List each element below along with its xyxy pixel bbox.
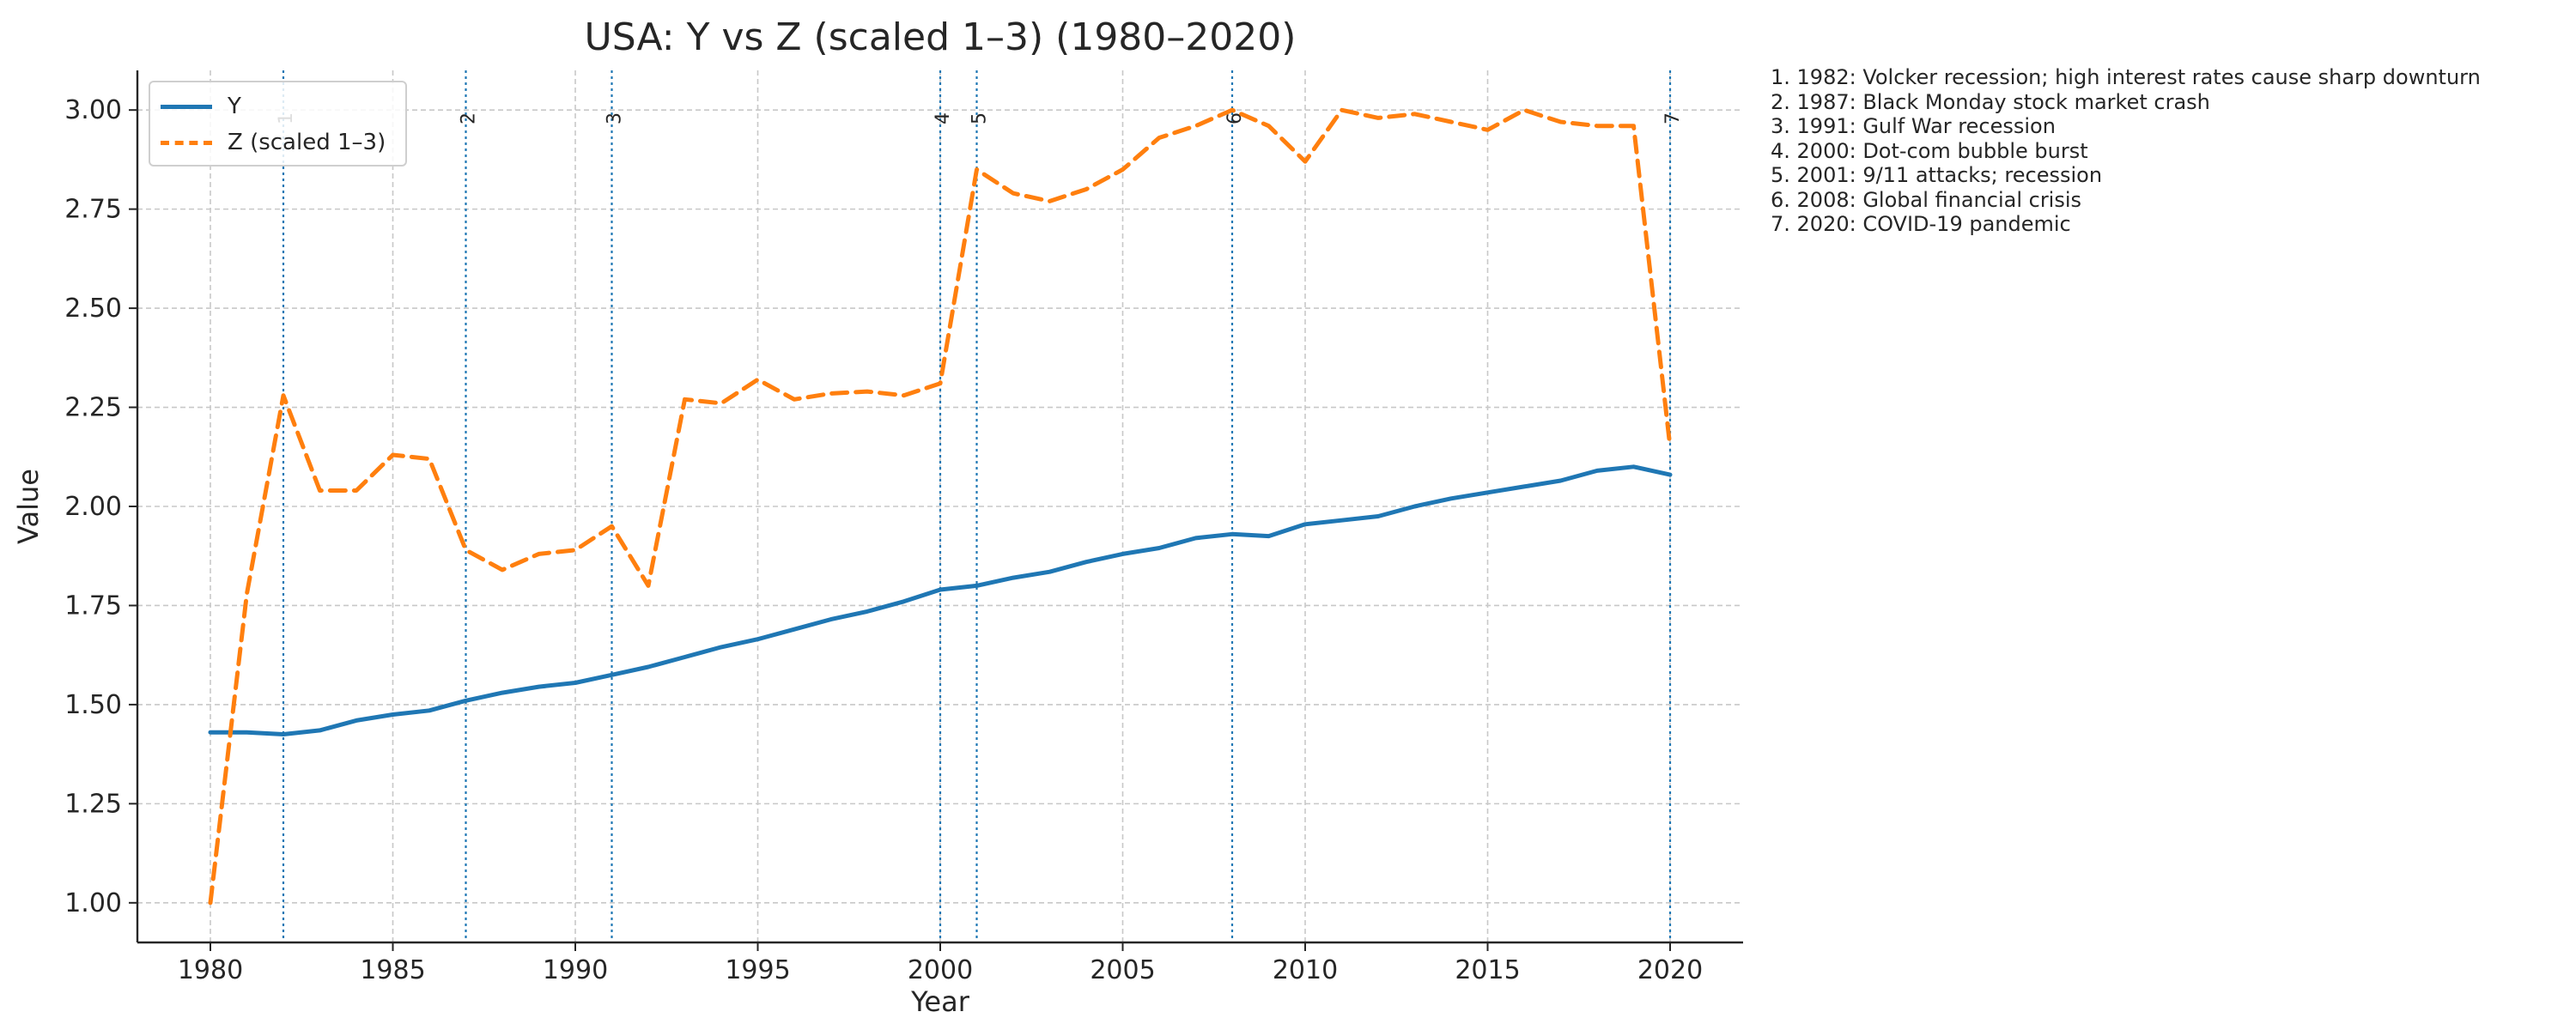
x-tick-label: 1990 — [543, 955, 608, 985]
x-tick-label: 2015 — [1455, 955, 1520, 985]
y-tick-label: 1.75 — [64, 591, 122, 621]
event-note: 7. 2020: COVID-19 pandemic — [1771, 212, 2071, 236]
event-number: 3 — [605, 112, 626, 124]
chart-title: USA: Y vs Z (scaled 1–3) (1980–2020) — [584, 15, 1297, 59]
y-tick-label: 3.00 — [64, 95, 122, 125]
legend-label-y: Y — [228, 94, 241, 119]
legend-swatch-y — [161, 104, 212, 109]
event-number: 7 — [1662, 112, 1684, 124]
y-axis-label: Value — [12, 469, 45, 544]
series-line-z — [208, 107, 1673, 906]
event-notes: 1. 1982: Volcker recession; high interes… — [1771, 65, 2481, 237]
y-tick-label: 1.00 — [64, 888, 122, 918]
event-note: 1. 1982: Volcker recession; high interes… — [1771, 65, 2481, 89]
legend: Y Z (scaled 1–3) — [149, 81, 407, 167]
x-tick-label: 2000 — [908, 955, 973, 985]
event-number: 2 — [459, 112, 480, 124]
y-tick-label: 1.25 — [64, 789, 122, 819]
x-tick-label: 2020 — [1637, 955, 1703, 985]
y-tick-label: 2.50 — [64, 294, 122, 324]
event-note: 6. 2008: Global financial crisis — [1771, 187, 2082, 212]
event-note: 2. 1987: Black Monday stock market crash — [1771, 89, 2210, 114]
x-tick-label: 2005 — [1090, 955, 1155, 985]
y-tick-label: 1.50 — [64, 690, 122, 720]
x-tick-label: 1980 — [178, 955, 243, 985]
y-tick-label: 2.75 — [64, 195, 122, 225]
x-tick-label: 1995 — [725, 955, 790, 985]
series-line-y — [208, 464, 1673, 736]
x-tick-label: 1985 — [360, 955, 425, 985]
event-note: 5. 2001: 9/11 attacks; recession — [1771, 163, 2103, 187]
event-note: 3. 1991: Gulf War recession — [1771, 114, 2056, 138]
event-number: 4 — [933, 112, 954, 124]
x-axis-label: Year — [910, 985, 970, 1018]
y-tick-label: 2.25 — [64, 393, 122, 423]
y-tick-label: 2.00 — [64, 492, 122, 522]
legend-label-z: Z (scaled 1–3) — [228, 130, 386, 155]
legend-swatch-z — [161, 140, 212, 145]
event-number: 5 — [969, 112, 991, 124]
x-tick-label: 2010 — [1273, 955, 1338, 985]
event-note: 4. 2000: Dot-com bubble burst — [1771, 138, 2088, 163]
